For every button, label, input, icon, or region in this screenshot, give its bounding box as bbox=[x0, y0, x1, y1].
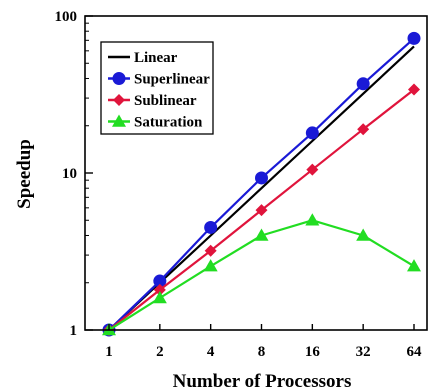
x-tick-label: 64 bbox=[407, 344, 423, 360]
data-point-sublinear-4 bbox=[204, 244, 217, 257]
legend: Linear Superlinear Sublinear Saturation bbox=[100, 41, 214, 135]
data-point-superlinear-2 bbox=[153, 274, 167, 288]
data-point-superlinear-4 bbox=[204, 220, 218, 234]
y-tick-label: 1 bbox=[70, 323, 78, 339]
data-point-superlinear-16 bbox=[305, 126, 319, 140]
legend-item-linear: Linear bbox=[108, 50, 178, 66]
series-superlinear bbox=[102, 31, 421, 337]
legend-swatch-marker bbox=[112, 114, 126, 127]
data-point-saturation-2 bbox=[152, 290, 167, 304]
y-tick-label: 10 bbox=[62, 166, 77, 182]
legend-label: Saturation bbox=[134, 115, 203, 131]
series-layer bbox=[102, 31, 421, 337]
data-point-sublinear-8 bbox=[255, 204, 268, 217]
x-axis-title: Number of Processors bbox=[173, 371, 352, 392]
legend-label: Linear bbox=[134, 50, 178, 66]
data-point-saturation-16 bbox=[305, 213, 320, 226]
data-point-sublinear-16 bbox=[306, 163, 319, 176]
x-tick-label: 2 bbox=[156, 344, 164, 360]
data-point-sublinear-32 bbox=[357, 123, 370, 136]
legend-swatch-marker bbox=[112, 72, 126, 85]
data-point-superlinear-8 bbox=[255, 171, 268, 185]
data-point-sublinear-2 bbox=[153, 283, 166, 296]
legend-item-sublinear: Sublinear bbox=[108, 93, 197, 109]
legend-swatch-marker bbox=[113, 94, 125, 106]
x-tick-label: 4 bbox=[207, 344, 215, 360]
x-tick-label: 16 bbox=[305, 344, 321, 360]
legend-label: Sublinear bbox=[134, 93, 197, 109]
legend-item-saturation: Saturation bbox=[108, 114, 203, 131]
legend-label: Superlinear bbox=[134, 72, 210, 88]
y-axis-title: Speedup bbox=[14, 139, 35, 209]
y-tick-label: 100 bbox=[55, 9, 78, 25]
data-point-saturation-4 bbox=[203, 259, 218, 272]
x-tick-label: 8 bbox=[258, 344, 266, 360]
legend-item-superlinear: Superlinear bbox=[108, 72, 210, 88]
series-sublinear bbox=[103, 83, 420, 336]
data-point-superlinear-32 bbox=[356, 77, 370, 91]
data-point-saturation-8 bbox=[254, 228, 269, 241]
data-point-superlinear-64 bbox=[407, 31, 421, 45]
axes-layer: 1 2 4 8 16 32 64 1 10 100 bbox=[55, 9, 428, 360]
data-point-sublinear-64 bbox=[408, 83, 420, 96]
x-tick-label: 32 bbox=[356, 344, 371, 360]
x-tick-label: 1 bbox=[105, 344, 113, 360]
series-saturation bbox=[102, 213, 421, 336]
data-point-saturation-32 bbox=[356, 228, 371, 241]
data-point-saturation-64 bbox=[407, 259, 421, 272]
